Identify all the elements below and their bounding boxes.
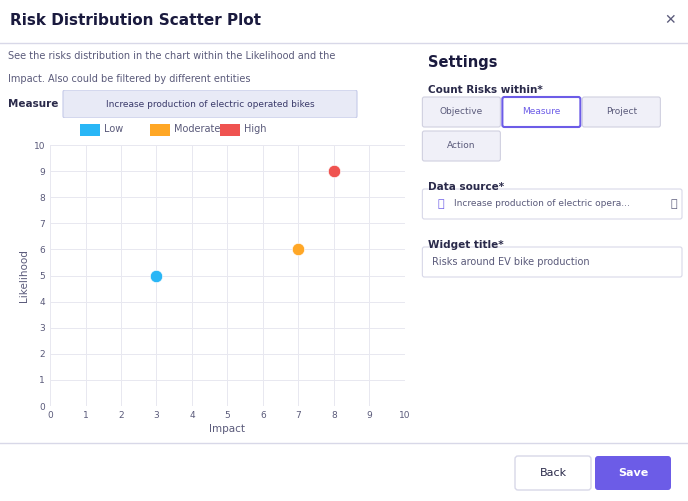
Text: Action: Action xyxy=(447,141,475,150)
Text: ✕: ✕ xyxy=(665,13,676,27)
FancyBboxPatch shape xyxy=(422,189,682,219)
Text: Risks around EV bike production: Risks around EV bike production xyxy=(432,257,590,267)
FancyBboxPatch shape xyxy=(422,247,682,277)
Text: Measure: Measure xyxy=(8,99,58,109)
FancyBboxPatch shape xyxy=(150,124,170,136)
FancyBboxPatch shape xyxy=(63,90,357,118)
Point xyxy=(293,245,304,254)
FancyBboxPatch shape xyxy=(422,97,500,127)
Text: Data source*: Data source* xyxy=(429,182,504,192)
Text: Widget title*: Widget title* xyxy=(429,240,504,250)
Text: Impact. Also could be filtered by different entities: Impact. Also could be filtered by differ… xyxy=(8,74,250,84)
Point xyxy=(151,272,162,280)
X-axis label: Impact: Impact xyxy=(210,424,246,434)
Text: ⌵: ⌵ xyxy=(671,199,677,209)
FancyBboxPatch shape xyxy=(422,131,500,161)
Text: Settings: Settings xyxy=(429,56,498,71)
Y-axis label: Likelihood: Likelihood xyxy=(19,249,30,302)
Text: Measure: Measure xyxy=(522,108,561,117)
Text: Risk Distribution Scatter Plot: Risk Distribution Scatter Plot xyxy=(10,13,261,28)
Text: Back: Back xyxy=(539,468,566,478)
Text: Project: Project xyxy=(606,108,637,117)
Text: Count Risks within*: Count Risks within* xyxy=(429,85,543,95)
Text: Moderate: Moderate xyxy=(174,124,220,134)
FancyBboxPatch shape xyxy=(595,456,671,490)
FancyBboxPatch shape xyxy=(582,97,660,127)
Text: Low: Low xyxy=(104,124,123,134)
Text: 🔍: 🔍 xyxy=(437,199,444,209)
FancyBboxPatch shape xyxy=(80,124,100,136)
FancyBboxPatch shape xyxy=(515,456,591,490)
FancyBboxPatch shape xyxy=(220,124,240,136)
Point xyxy=(328,167,339,175)
Text: Objective: Objective xyxy=(440,108,483,117)
Text: Save: Save xyxy=(618,468,648,478)
FancyBboxPatch shape xyxy=(502,97,581,127)
Text: See the risks distribution in the chart within the Likelihood and the: See the risks distribution in the chart … xyxy=(8,51,335,61)
Text: High: High xyxy=(244,124,266,134)
Text: Increase production of electric opera...: Increase production of electric opera... xyxy=(454,199,630,208)
Text: Increase production of electric operated bikes: Increase production of electric operated… xyxy=(106,100,314,109)
